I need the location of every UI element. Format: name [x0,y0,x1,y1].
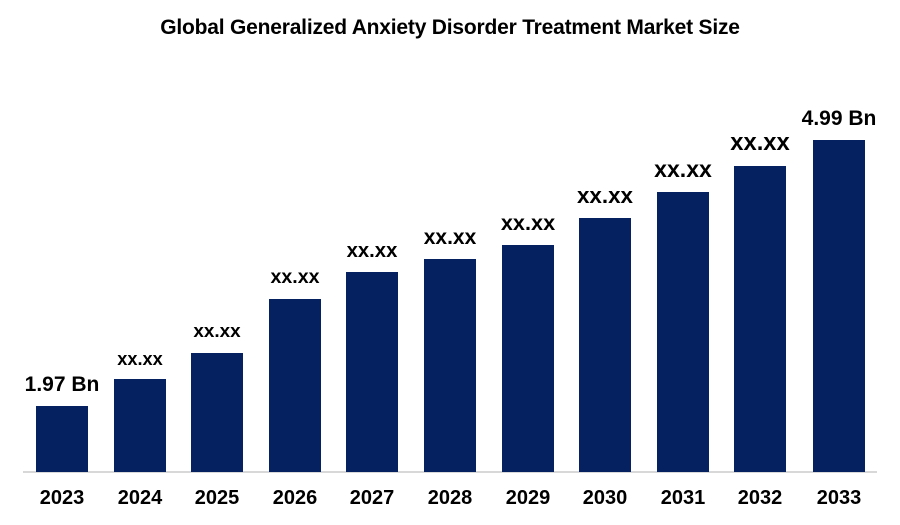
bar-group-2030: xx.xx [577,184,633,472]
x-tick-label-2033: 2033 [816,487,862,509]
bar-value-label-2029: xx.xx [500,210,556,236]
bar-value-label-2027: xx.xx [346,239,398,262]
bar-group-2025: xx.xx [191,322,243,472]
bar-group-2029: xx.xx [501,212,555,472]
bar-value-label-2031: xx.xx [654,155,712,182]
x-tick-label-2029: 2029 [505,487,551,509]
bar-group-2023: 1.97 Bn [25,374,99,472]
bar-2031 [657,192,709,472]
bar-value-label-2033: 4.99 Bn [801,107,877,130]
chart-title: Global Generalized Anxiety Disorder Trea… [160,16,740,39]
bar-2033 [813,140,865,472]
bar-2032 [734,166,786,472]
bar-2030 [579,218,631,472]
x-tick-label-2028: 2028 [427,487,473,509]
bar-group-2027: xx.xx [346,240,398,472]
bar-value-label-2024: xx.xx [117,348,163,369]
x-tick-label-2027: 2027 [349,487,395,509]
bar-group-2032: xx.xx [730,131,790,472]
bar-2024 [114,379,166,472]
bar-2023 [36,406,88,472]
bar-value-label-2032: xx.xx [730,129,790,157]
x-tick-label-2026: 2026 [272,487,318,509]
bar-2027 [346,272,398,472]
bar-value-label-2028: xx.xx [423,226,477,249]
bar-group-2028: xx.xx [424,227,476,472]
x-tick-label-2032: 2032 [737,487,783,509]
x-axis-line [23,471,877,473]
bar-group-2026: xx.xx [269,268,321,472]
bar-group-2033: 4.99 Bn [802,108,876,472]
bar-value-label-2023: 1.97 Bn [24,373,100,396]
x-tick-label-2031: 2031 [660,487,706,509]
bar-2026 [269,299,321,472]
x-tick-label-2023: 2023 [39,487,85,509]
bar-2028 [424,259,476,472]
x-tick-label-2030: 2030 [582,487,628,509]
bar-value-label-2030: xx.xx [576,182,634,208]
bar-2029 [502,245,554,472]
bar-value-label-2026: xx.xx [270,266,320,289]
x-tick-label-2024: 2024 [117,487,163,509]
bar-2025 [191,353,243,472]
bar-group-2031: xx.xx [654,157,712,472]
x-tick-label-2025: 2025 [194,487,240,509]
bar-value-label-2025: xx.xx [193,321,241,343]
bar-group-2024: xx.xx [114,350,166,472]
